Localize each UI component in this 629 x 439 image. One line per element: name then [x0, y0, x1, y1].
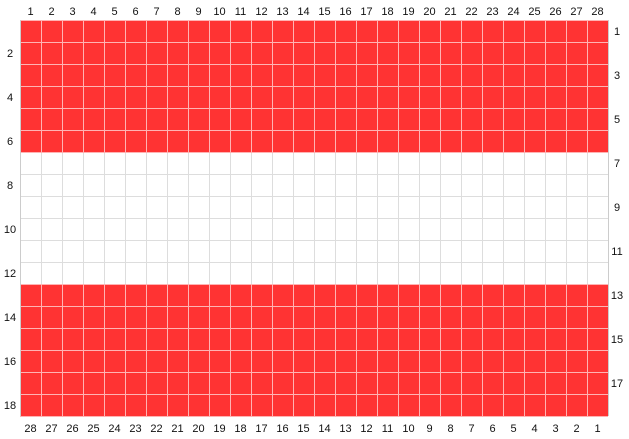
bottom-column-label: 28 [24, 423, 36, 435]
left-row-label: 18 [4, 400, 16, 412]
right-row-label: 9 [614, 202, 620, 214]
top-column-label: 21 [444, 6, 456, 18]
right-row-label: 3 [614, 70, 620, 82]
bottom-column-label: 8 [447, 423, 453, 435]
bottom-column-label: 2 [573, 423, 579, 435]
top-column-label: 12 [255, 6, 267, 18]
top-column-label: 7 [153, 6, 159, 18]
top-column-label: 1 [27, 6, 33, 18]
top-column-label: 14 [297, 6, 309, 18]
top-column-label: 13 [276, 6, 288, 18]
top-column-label: 26 [549, 6, 561, 18]
top-column-label: 8 [174, 6, 180, 18]
left-row-label: 14 [4, 312, 16, 324]
top-column-label: 10 [213, 6, 225, 18]
top-column-label: 25 [528, 6, 540, 18]
bottom-column-label: 17 [255, 423, 267, 435]
bottom-column-label: 15 [297, 423, 309, 435]
bottom-column-label: 4 [531, 423, 537, 435]
top-column-label: 4 [90, 6, 96, 18]
top-column-label: 19 [402, 6, 414, 18]
top-column-label: 2 [48, 6, 54, 18]
bottom-column-label: 22 [150, 423, 162, 435]
top-column-label: 23 [486, 6, 498, 18]
left-row-label: 12 [4, 268, 16, 280]
left-row-label: 2 [7, 48, 13, 60]
top-column-label: 22 [465, 6, 477, 18]
bottom-column-label: 13 [339, 423, 351, 435]
right-row-label: 1 [614, 26, 620, 38]
left-row-label: 10 [4, 224, 16, 236]
right-row-label: 7 [614, 158, 620, 170]
bottom-column-label: 25 [87, 423, 99, 435]
bottom-column-label: 12 [360, 423, 372, 435]
bottom-column-label: 11 [382, 423, 393, 435]
left-row-label: 6 [7, 136, 13, 148]
right-row-label: 11 [611, 246, 622, 258]
right-row-label: 15 [611, 334, 623, 346]
top-column-label: 11 [235, 6, 246, 18]
top-column-label: 20 [423, 6, 435, 18]
bottom-column-label: 19 [213, 423, 225, 435]
top-column-label: 3 [69, 6, 75, 18]
top-column-label: 24 [507, 6, 519, 18]
bottom-column-label: 9 [426, 423, 432, 435]
left-row-label: 4 [7, 92, 13, 104]
top-column-label: 16 [339, 6, 351, 18]
bottom-column-label: 27 [45, 423, 57, 435]
top-column-label: 17 [360, 6, 372, 18]
right-row-label: 17 [611, 378, 623, 390]
bottom-column-label: 7 [468, 423, 474, 435]
bottom-column-label: 1 [594, 423, 600, 435]
right-row-label: 13 [611, 290, 623, 302]
bottom-column-label: 24 [108, 423, 120, 435]
top-column-label: 15 [318, 6, 330, 18]
top-column-label: 27 [570, 6, 582, 18]
top-column-label: 5 [111, 6, 117, 18]
top-column-label: 6 [132, 6, 138, 18]
bottom-column-label: 5 [510, 423, 516, 435]
bottom-column-label: 3 [552, 423, 558, 435]
bottom-column-label: 10 [402, 423, 414, 435]
bottom-column-label: 16 [276, 423, 288, 435]
bottom-column-label: 6 [489, 423, 495, 435]
left-row-label: 16 [4, 356, 16, 368]
bottom-column-label: 26 [66, 423, 78, 435]
bottom-column-label: 23 [129, 423, 141, 435]
bottom-column-label: 20 [192, 423, 204, 435]
top-column-label: 9 [195, 6, 201, 18]
bottom-column-label: 18 [234, 423, 246, 435]
top-column-label: 28 [591, 6, 603, 18]
right-row-label: 5 [614, 114, 620, 126]
bottom-column-label: 21 [171, 423, 183, 435]
bottom-column-label: 14 [318, 423, 330, 435]
left-row-label: 8 [7, 180, 13, 192]
top-column-label: 18 [381, 6, 393, 18]
